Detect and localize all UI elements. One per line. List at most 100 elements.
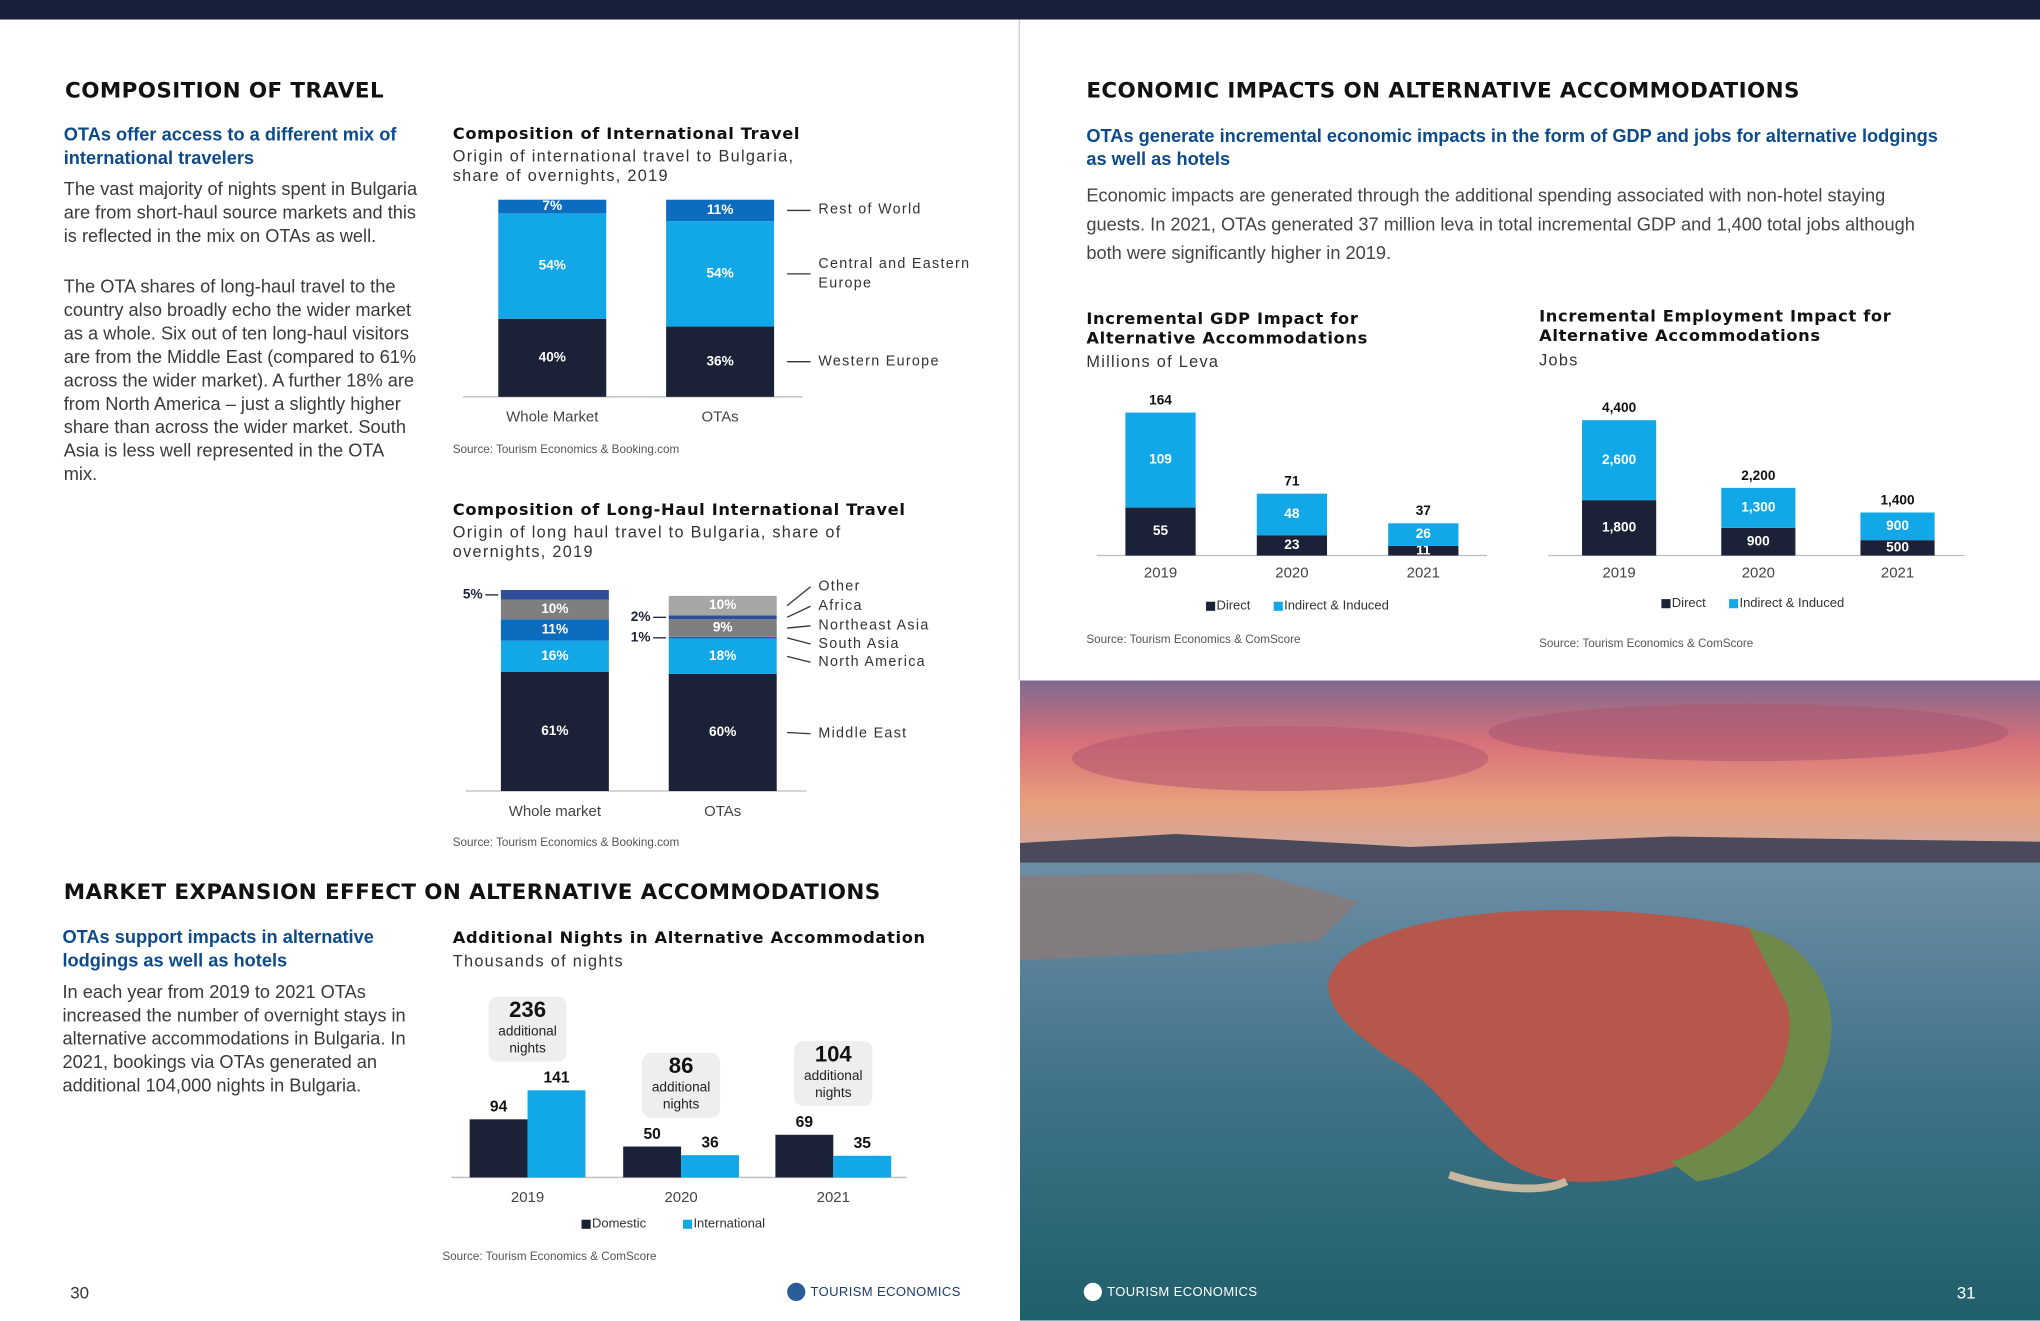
bar-segment [668,595,777,616]
data-label: 16% [541,648,568,663]
page-number: 31 [1956,1282,1976,1303]
section-heading: ECONOMIC IMPACTS ON ALTERNATIVE ACCOMMOD… [1086,78,1800,103]
x-tick-label: 2019 [1602,565,1635,582]
bar [681,1155,739,1178]
data-label: 54% [539,258,566,273]
x-tick-label: 2020 [1742,565,1775,582]
total-label: 164 [1149,392,1172,407]
x-tick-label: 2020 [664,1189,697,1206]
data-label: 1,300 [1741,499,1776,514]
chart-title: Composition of International Travel [452,123,801,144]
bar-segment [498,213,607,319]
x-tick-label: OTAs [704,803,741,820]
chart-subtitle: Thousands of nights [452,952,624,971]
bar [527,1090,586,1178]
data-label: 141 [543,1070,569,1087]
data-label: 18% [709,648,736,663]
source: Source: Tourism Economics & Booking.com [453,443,679,456]
logo: TOURISM ECONOMICS [1083,1282,1258,1302]
callout-text: additional nights [498,1023,557,1057]
data-label: 36% [706,353,733,368]
bar-segment [1860,512,1935,541]
legend-leader [787,731,811,735]
paragraph: The vast majority of nights spent in Bul… [63,178,418,246]
source: Source: Tourism Economics & ComScore [1539,637,1753,650]
logo-icon [1083,1282,1102,1302]
x-tick-label: 2019 [1144,565,1177,582]
data-label: 60% [709,724,736,739]
callout-box [488,996,567,1062]
legend-swatch [1661,599,1671,609]
chart-title: Composition of Long-Haul International T… [452,499,906,520]
callout-box [794,1041,873,1107]
total-label: 71 [1284,474,1300,489]
data-label: 900 [1886,518,1909,533]
top-bar [0,0,2040,20]
callout-text: additional nights [651,1080,711,1113]
bar-segment [668,619,777,637]
label-box: Rest of World [818,201,922,218]
logo-text: TOURISM ECONOMICS [810,1284,961,1300]
label-box: South Asia [818,636,898,652]
section-subheading: OTAs support impacts in alternative lodg… [62,926,374,971]
bar [469,1119,528,1178]
bar-segment [668,638,777,674]
page-number: 30 [70,1282,90,1303]
bar-segment [498,199,607,214]
bar-segment [500,590,609,600]
section-subheading: OTAs generate incremental economic impac… [1086,124,1938,170]
label-box: additional nights [498,1023,557,1057]
legend-label: Rest of World [818,201,922,218]
total-label: 37 [1416,503,1431,518]
data-label: 9% [713,620,733,635]
callout-value: 104 [815,1041,853,1066]
bar-segment [500,640,609,672]
source: Source: Tourism Economics & Booking.com [453,836,679,849]
section-subheading: OTAs offer access to a different mix of … [63,123,397,168]
bar-segment [1582,420,1657,501]
bar-segment [1388,545,1459,556]
paragraph: Economic impacts are generated through t… [1086,184,1915,263]
bar-segment [1125,507,1196,556]
data-label: 5% [463,587,483,602]
callout-value: 86 [669,1053,694,1078]
callout-value: 236 [509,997,546,1022]
legend-label: Northeast Asia [818,617,930,633]
label-box: additional nights [651,1080,711,1113]
bar-segment [1125,412,1196,508]
legend-swatch [1729,599,1739,609]
bar-segment [500,671,609,792]
logo: TOURISM ECONOMICS [787,1282,961,1302]
data-label: 1,800 [1602,519,1637,534]
data-label: 48 [1284,506,1300,521]
bar-segment [1721,487,1796,528]
x-tick-label: 2021 [1407,565,1440,582]
x-tick-label: 2021 [817,1189,850,1206]
chart-title: Additional Nights in Alternative Accommo… [452,927,926,948]
data-label: 11 [1416,542,1431,557]
legend-label: Western Europe [818,353,940,369]
section-heading: MARKET EXPANSION EFFECT ON ALTERNATIVE A… [63,879,881,905]
data-label: 61% [541,723,568,738]
legend-label: Other [818,578,861,594]
data-label: 54% [706,265,733,280]
data-label: 900 [1747,533,1770,548]
data-label: 50 [643,1126,661,1143]
data-label: 69 [796,1114,814,1131]
legend-label: Domestic [592,1216,647,1231]
bar-segment [666,199,775,222]
chart-title: Incremental Employment Impact for Altern… [1539,305,1892,345]
data-label: 500 [1886,539,1909,554]
logo-text: TOURISM ECONOMICS [1107,1284,1258,1300]
legend-leader [786,605,811,618]
total-label: 1,400 [1880,492,1915,507]
x-tick-label: 2020 [1275,565,1308,582]
data-label: 10% [709,597,736,612]
data-label: 1% [631,629,651,644]
chart-subtitle: Origin of long haul travel to Bulgaria, … [452,523,842,561]
data-label: 94 [490,1099,508,1116]
bar-segment [1860,540,1935,556]
